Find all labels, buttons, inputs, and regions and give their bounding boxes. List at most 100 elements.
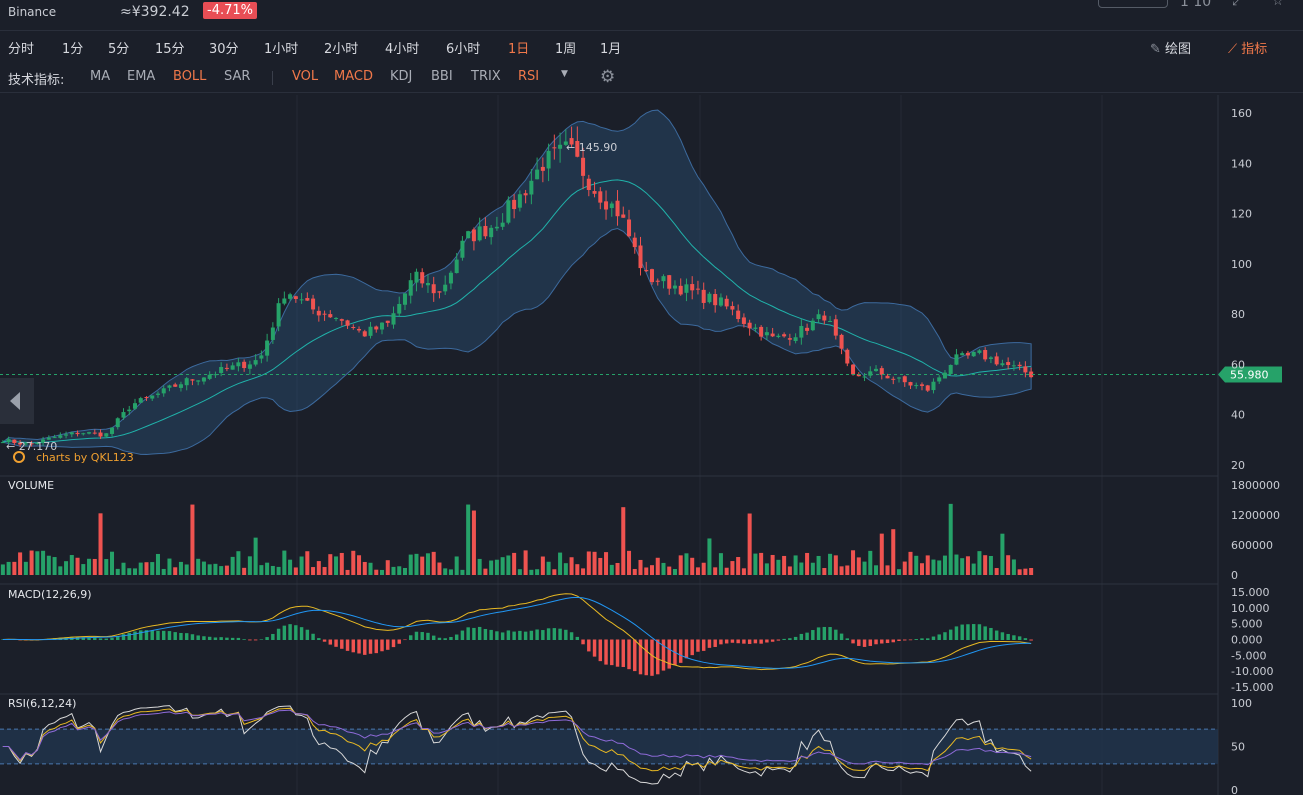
candle-body	[230, 365, 235, 370]
volume-tick: 0	[1231, 569, 1238, 582]
macd-hist-bar	[242, 639, 246, 640]
volume-bar	[466, 504, 471, 575]
tab-period-11[interactable]: 1月	[600, 42, 622, 57]
candle-body	[632, 237, 637, 248]
tab-period-5[interactable]: 1小时	[264, 42, 299, 57]
candle-body	[730, 306, 735, 310]
draw-label: 绘图	[1165, 42, 1192, 57]
volume-bar	[563, 563, 568, 575]
volume-bar	[196, 558, 201, 575]
volume-bar	[127, 568, 132, 575]
candle-body	[684, 284, 689, 293]
candle-body	[977, 350, 982, 353]
volume-bar	[644, 567, 649, 575]
rsi-title: RSI(6,12,24)	[8, 697, 77, 710]
candle-body	[718, 297, 723, 306]
tab-period-9[interactable]: 1日	[508, 42, 530, 57]
macd-hist-bar	[161, 630, 166, 640]
volume-bar	[110, 551, 115, 575]
macd-hist-bar	[506, 630, 511, 640]
volume-bar	[270, 565, 275, 575]
ind-vol[interactable]: VOL	[292, 69, 319, 84]
chevron-down-icon[interactable]: ▼	[561, 69, 568, 79]
draw-button[interactable]: ✎ 绘图	[1150, 38, 1191, 57]
candle-body	[1023, 366, 1028, 373]
volume-bar	[397, 566, 402, 575]
tab-period-3[interactable]: 15分	[155, 42, 185, 57]
settings-pill[interactable]	[1098, 0, 1168, 8]
volume-bar	[1011, 559, 1016, 575]
macd-hist-bar	[604, 639, 608, 665]
candle-body	[615, 200, 620, 217]
macd-hist-bar	[265, 637, 269, 640]
volume-bar	[150, 562, 155, 575]
macd-hist-bar	[747, 639, 752, 644]
volume-bar	[52, 557, 57, 575]
volume-bar	[730, 561, 735, 575]
volume-bar	[190, 504, 195, 575]
volume-bar	[517, 569, 522, 575]
ind-ma[interactable]: MA	[90, 69, 111, 84]
star-icon[interactable]: ☆	[1272, 0, 1284, 9]
volume-bar	[862, 561, 867, 575]
tab-period-10[interactable]: 1周	[555, 42, 577, 57]
tab-period-7[interactable]: 4小时	[385, 42, 420, 57]
candle-body	[207, 374, 212, 379]
macd-hist-bar	[294, 625, 298, 640]
tab-period-6[interactable]: 2小时	[324, 42, 359, 57]
volume-bar	[230, 556, 235, 575]
macd-hist-bar	[1023, 638, 1028, 640]
volume-bar	[408, 554, 413, 575]
ind-macd[interactable]: MACD	[334, 69, 373, 84]
tab-period-2[interactable]: 5分	[108, 42, 130, 57]
volume-bar	[598, 557, 603, 575]
volume-bar	[213, 563, 218, 575]
candle-body	[334, 317, 339, 319]
tab-period-4[interactable]: 30分	[209, 42, 239, 57]
macd-hist-bar	[615, 639, 620, 667]
ind-sar[interactable]: SAR	[224, 69, 251, 84]
volume-bar	[552, 569, 557, 575]
indicator-button[interactable]: ⟋ 指标	[1228, 38, 1267, 57]
volume-bar	[35, 551, 40, 575]
candle-body	[311, 298, 316, 310]
ind-rsi[interactable]: RSI	[518, 69, 540, 84]
rsi-line	[2, 709, 1032, 766]
candle-body	[759, 326, 764, 337]
candle-body	[638, 245, 643, 269]
volume-bar	[609, 564, 614, 575]
candle-body	[466, 231, 471, 239]
macd-hist-bar	[236, 637, 241, 640]
macd-hist-bar	[535, 629, 539, 640]
candle-body	[41, 439, 46, 443]
tab-period-1[interactable]: 1分	[62, 42, 84, 57]
macd-hist-bar	[931, 636, 936, 640]
pen-icon: ✎	[1150, 42, 1166, 57]
candle-body	[293, 296, 298, 300]
macd-hist-bar	[156, 630, 160, 640]
macd-hist-bar	[357, 639, 361, 654]
ind-bbi[interactable]: BBI	[431, 69, 453, 84]
gear-icon[interactable]: ⚙	[600, 67, 616, 87]
volume-bar	[604, 552, 609, 575]
candle-body	[184, 378, 189, 386]
fullscreen-icon[interactable]: ⤢	[1232, 0, 1243, 9]
macd-hist-bar	[271, 633, 275, 640]
ind-ema[interactable]: EMA	[127, 69, 156, 84]
volume-bar	[259, 565, 264, 575]
tab-period-0[interactable]: 分时	[8, 42, 35, 57]
macd-hist-bar	[644, 639, 648, 676]
candle-body	[563, 141, 568, 145]
ind-trix[interactable]: TRIX	[471, 69, 501, 84]
candle-body	[1017, 364, 1022, 367]
ind-kdj[interactable]: KDJ	[390, 69, 413, 84]
volume-bar	[184, 564, 189, 575]
macd-hist-bar	[650, 639, 654, 676]
macd-hist-bar	[696, 639, 700, 652]
candle-body	[173, 384, 178, 387]
tab-period-8[interactable]: 6小时	[446, 42, 481, 57]
volume-bar	[483, 568, 488, 575]
volume-bar	[707, 538, 712, 575]
ind-boll[interactable]: BOLL	[173, 69, 207, 84]
